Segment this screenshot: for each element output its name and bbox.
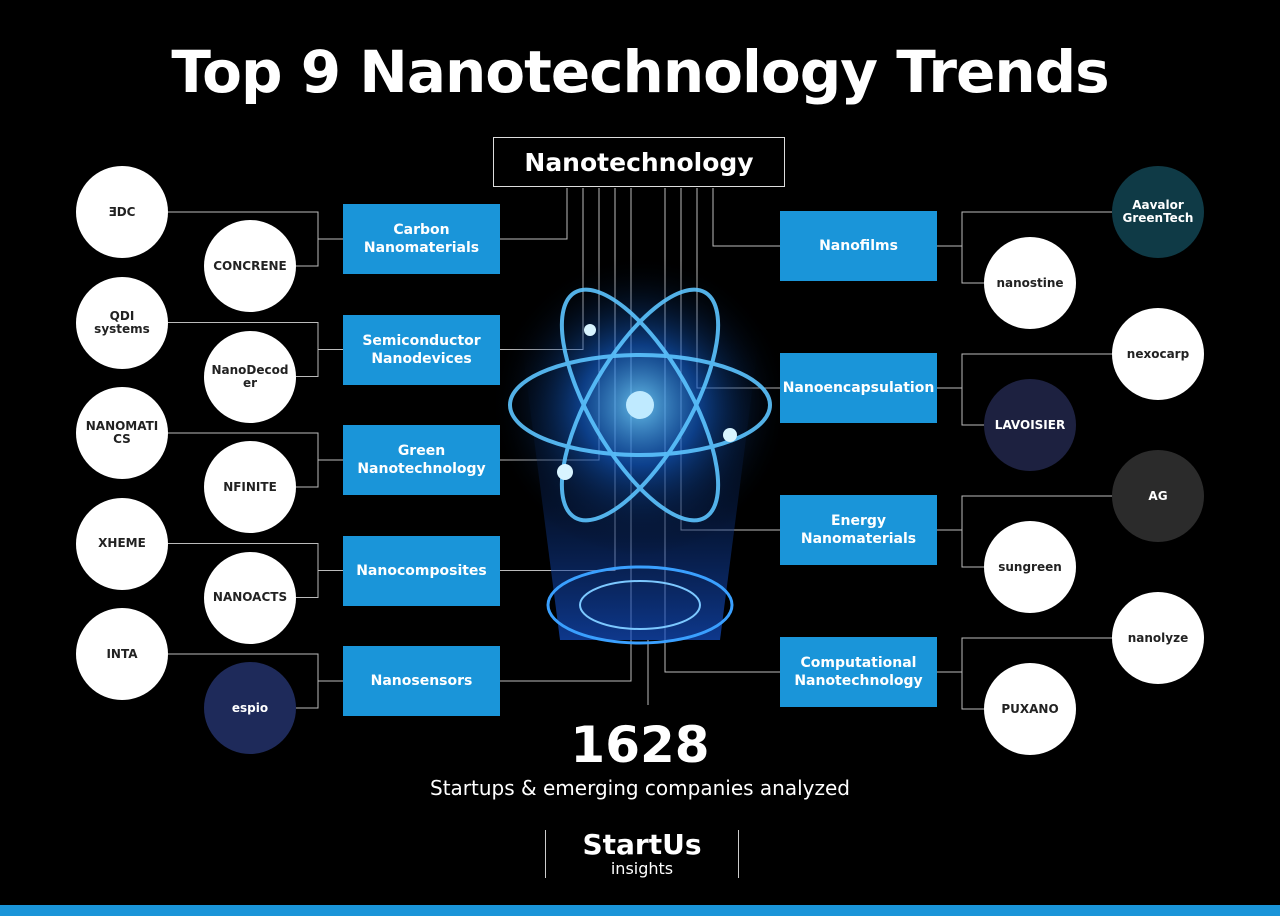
stat-label: Startups & emerging companies analyzed [430, 776, 850, 800]
brand-sub: insights [610, 859, 674, 878]
brand-name: StartUs [582, 828, 702, 861]
company-logo: sungreen [984, 521, 1076, 613]
electron [584, 324, 596, 336]
company-logo: NFINITE [204, 441, 296, 533]
company-logo: CONCRENE [204, 220, 296, 312]
trend-box: Green Nanotechnology [343, 425, 500, 495]
electron [557, 464, 573, 480]
company-logo: AG [1112, 450, 1204, 542]
connector [961, 637, 1112, 710]
nucleus [626, 391, 654, 419]
base-ring [546, 565, 734, 645]
company-logo: LAVOISIER [984, 379, 1076, 471]
footer-bar [0, 905, 1280, 916]
company-logo: NANOACTS [204, 551, 296, 644]
stat-count: 1628 [570, 716, 710, 774]
title: Top 9 Nanotechnology Trends [171, 38, 1109, 106]
company-logo: nexocarp [1112, 308, 1204, 400]
company-logo: ƎDC [76, 166, 168, 258]
brand: StartUs insights [545, 830, 739, 878]
electron [723, 428, 737, 442]
trend-box: Nanosensors [343, 646, 500, 716]
company-logo: XHEME [76, 497, 168, 590]
connector [500, 188, 568, 240]
company-logo: Aavalor GreenTech [1112, 166, 1204, 258]
trend-box: Nanoencapsulation [780, 353, 937, 423]
company-logo: nanostine [984, 237, 1076, 329]
connector [961, 495, 1112, 568]
connector [961, 211, 1112, 284]
company-logo: PUXANO [984, 663, 1076, 755]
company-logo: INTA [76, 608, 168, 700]
trend-box: Nanocomposites [343, 535, 500, 606]
company-logo: nanolyze [1112, 592, 1204, 684]
company-logo: espio [204, 662, 296, 754]
trend-box: Nanofilms [780, 211, 937, 281]
company-logo: NANOMATICS [76, 387, 168, 479]
trend-box: Semiconductor Nanodevices [343, 314, 500, 385]
trend-box: Carbon Nanomaterials [343, 204, 500, 274]
trend-box: Energy Nanomaterials [780, 495, 937, 565]
trend-box: Computational Nanotechnology [780, 637, 937, 707]
company-logo: QDI systems [76, 276, 168, 369]
connector [961, 353, 1112, 426]
center-label: Nanotechnology [493, 137, 785, 187]
company-logo: NanoDecoder [204, 330, 296, 423]
connector [712, 188, 780, 247]
base-ring [579, 580, 701, 630]
atom [508, 287, 772, 523]
